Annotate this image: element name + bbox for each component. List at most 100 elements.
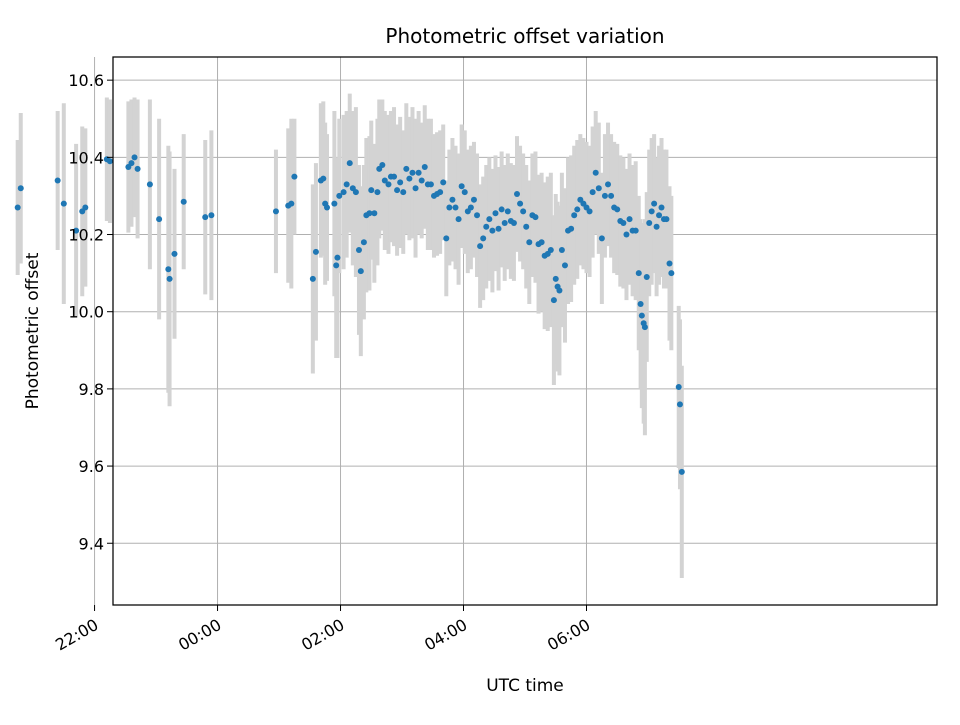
data-point (648, 208, 655, 215)
data-point (574, 206, 581, 213)
data-point (641, 324, 648, 331)
data-point (637, 300, 644, 307)
data-point (17, 185, 24, 192)
data-point (446, 204, 453, 211)
data-point (406, 175, 413, 182)
data-point (366, 210, 373, 217)
data-point (60, 200, 67, 207)
data-point (360, 239, 367, 246)
y-tick-label: 10.4 (68, 148, 104, 167)
data-points (14, 154, 685, 475)
data-point (586, 208, 593, 215)
data-point (394, 187, 401, 194)
data-point (589, 189, 596, 196)
data-point (653, 223, 660, 230)
data-point (495, 225, 502, 232)
data-point (452, 204, 459, 211)
data-point (397, 179, 404, 186)
data-point (403, 165, 410, 172)
data-point (656, 212, 663, 219)
data-point (486, 216, 493, 223)
data-point (82, 204, 89, 211)
data-point (437, 189, 444, 196)
data-point (646, 219, 653, 226)
data-point (346, 160, 353, 167)
data-point (165, 266, 172, 273)
data-point (605, 181, 612, 188)
data-point (458, 183, 465, 190)
data-point (504, 208, 511, 215)
data-point (461, 189, 468, 196)
data-point (635, 270, 642, 277)
data-point (474, 212, 481, 219)
data-point (492, 210, 499, 217)
data-point (638, 312, 645, 319)
y-tick-label: 10.2 (68, 226, 104, 245)
data-point (180, 198, 187, 205)
y-tick-label: 9.8 (79, 380, 104, 399)
data-point (415, 169, 422, 176)
data-point (514, 191, 521, 197)
data-point (668, 270, 675, 277)
data-point (571, 212, 578, 219)
data-point (343, 181, 350, 188)
data-point (623, 231, 630, 238)
data-point (323, 204, 330, 211)
data-point (371, 210, 378, 217)
data-point (312, 248, 319, 255)
data-point (651, 200, 658, 207)
data-point (547, 246, 554, 253)
plot-frame (112, 56, 938, 606)
data-point (643, 273, 650, 280)
data-point (14, 204, 21, 211)
data-point (550, 297, 557, 304)
y-tick-label: 9.4 (79, 534, 104, 553)
chart-title: Photometric offset variation (385, 24, 664, 48)
y-axis-label: Photometric offset (23, 252, 43, 409)
data-point (561, 262, 568, 269)
data-point (552, 275, 559, 282)
data-point (131, 154, 138, 161)
data-point (320, 175, 327, 182)
data-point (54, 177, 61, 184)
data-point (427, 181, 434, 188)
data-point (171, 250, 178, 257)
data-point (620, 219, 627, 226)
data-point (331, 200, 338, 207)
data-point (632, 227, 639, 234)
data-point (592, 169, 599, 176)
data-point (134, 165, 141, 172)
data-point (523, 223, 530, 230)
data-point (309, 275, 316, 282)
data-point (678, 468, 685, 475)
data-point (291, 173, 298, 180)
data-point (333, 262, 340, 269)
data-point (595, 185, 602, 192)
data-point (73, 227, 80, 234)
y-tick-label: 9.6 (79, 457, 104, 476)
data-point (601, 192, 608, 199)
data-point (532, 214, 539, 221)
data-point (400, 189, 407, 196)
data-point (467, 204, 474, 211)
data-point (663, 216, 670, 223)
data-point (409, 169, 416, 176)
data-point (568, 225, 575, 232)
data-point (352, 189, 359, 196)
data-point (558, 246, 565, 253)
data-point (449, 196, 456, 203)
data-point (517, 200, 524, 207)
data-point (489, 227, 496, 234)
data-point (379, 162, 386, 169)
data-point (470, 196, 477, 203)
data-point (368, 187, 375, 194)
data-point (340, 189, 347, 196)
data-point (385, 181, 392, 188)
data-point (526, 239, 533, 246)
y-tick-label: 10.0 (68, 303, 104, 322)
data-point (455, 216, 462, 223)
data-point (272, 208, 279, 215)
data-point (520, 208, 527, 215)
data-point (675, 383, 682, 390)
